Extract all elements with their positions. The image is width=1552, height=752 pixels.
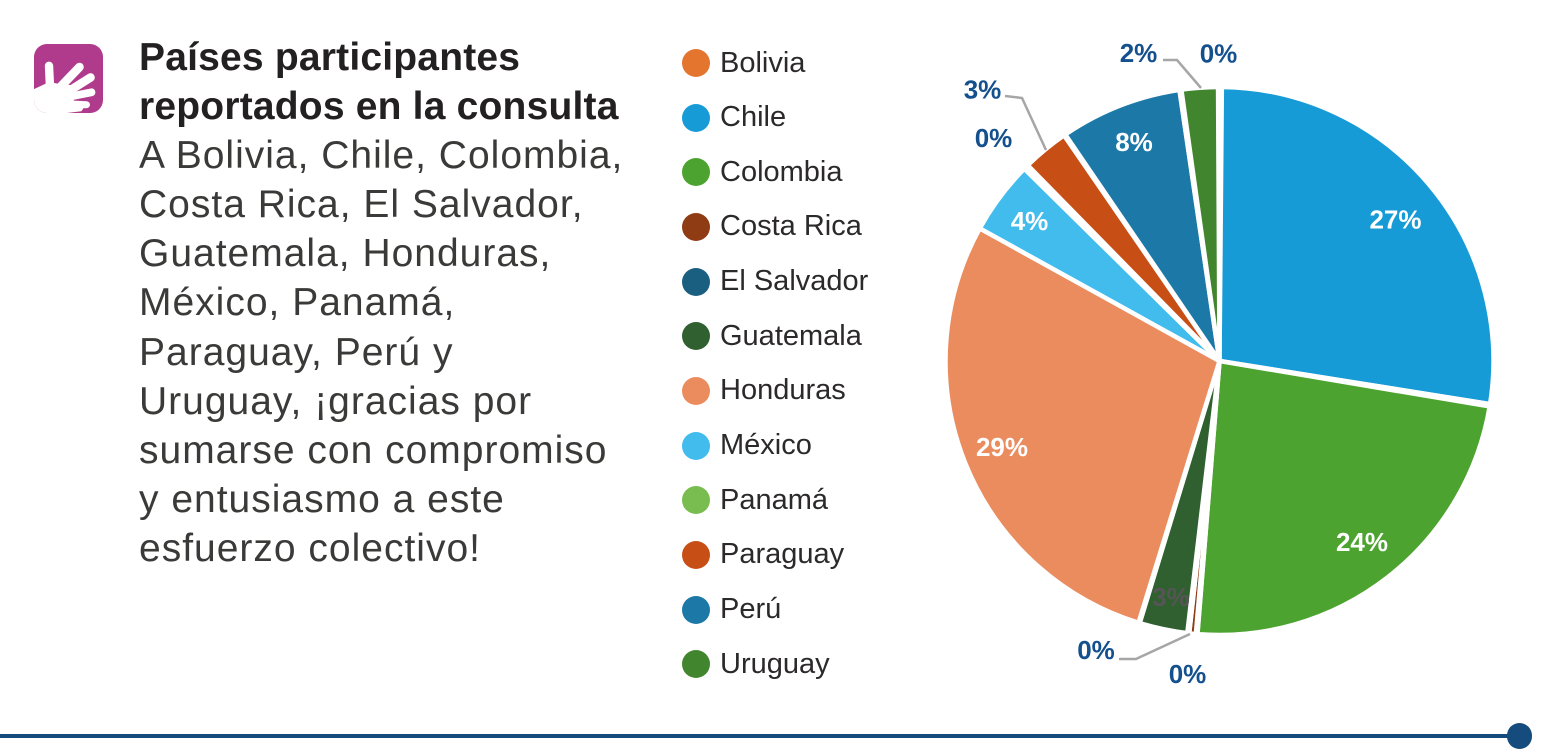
svg-text:3%: 3% <box>1152 582 1190 612</box>
svg-text:3%: 3% <box>964 75 1002 105</box>
svg-text:4%: 4% <box>1011 206 1049 236</box>
svg-text:0%: 0% <box>1077 635 1115 665</box>
svg-text:0%: 0% <box>1200 39 1238 69</box>
svg-text:8%: 8% <box>1115 127 1153 157</box>
svg-text:27%: 27% <box>1369 205 1421 235</box>
svg-text:29%: 29% <box>976 432 1028 462</box>
svg-text:2%: 2% <box>1120 38 1158 68</box>
svg-text:0%: 0% <box>1169 659 1207 689</box>
svg-text:24%: 24% <box>1336 527 1388 557</box>
svg-text:0%: 0% <box>975 123 1013 153</box>
